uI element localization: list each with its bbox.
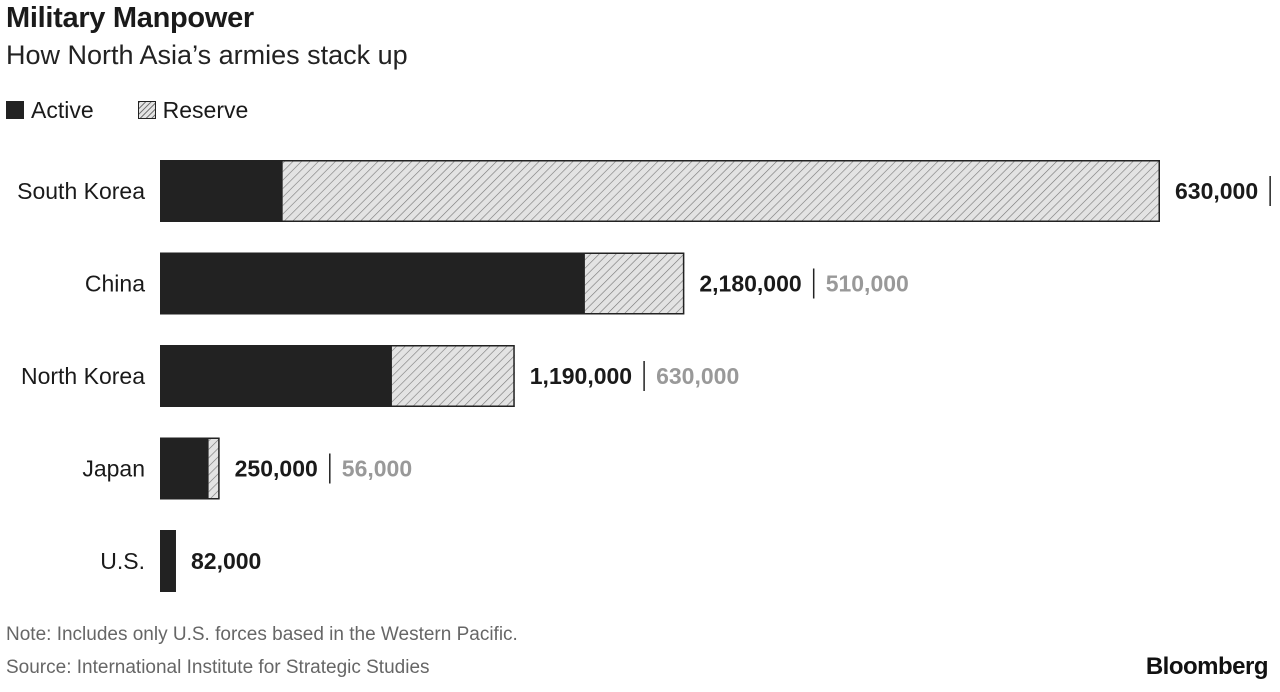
category-label-u-s: U.S. bbox=[100, 548, 145, 574]
category-label-japan: Japan bbox=[82, 456, 145, 482]
category-label-north-korea: North Korea bbox=[21, 363, 145, 389]
chart-subtitle: How North Asia’s armies stack up bbox=[6, 40, 408, 70]
legend-item-active: Active bbox=[6, 97, 94, 124]
bloomberg-logo: Bloomberg bbox=[1145, 653, 1269, 680]
bar-outline-japan bbox=[160, 437, 220, 500]
data-label-active-u-s: 82,000 bbox=[191, 548, 261, 574]
bar-active-u-s bbox=[160, 530, 176, 592]
chart-title: Military Manpower bbox=[6, 2, 254, 34]
bar-outline-china bbox=[160, 252, 685, 315]
bar-active-south-korea bbox=[160, 160, 283, 222]
bar-reserve-china bbox=[584, 252, 685, 315]
bar-reserve-south-korea bbox=[282, 160, 1160, 222]
data-label-reserve-north-korea: 630,000 bbox=[656, 363, 739, 389]
bar-active-china bbox=[160, 252, 585, 315]
bar-active-japan bbox=[160, 437, 209, 500]
chart-source: Source: International Institute for Stra… bbox=[6, 657, 430, 678]
legend-label-reserve: Reserve bbox=[162, 96, 249, 123]
chart-note: Note: Includes only U.S. forces based in… bbox=[6, 624, 518, 645]
data-label-reserve-japan: 56,000 bbox=[342, 456, 412, 482]
category-label-china: China bbox=[85, 271, 145, 297]
bar-outline-north-korea bbox=[160, 345, 515, 407]
data-label-reserve-china: 510,000 bbox=[826, 271, 909, 297]
legend: Active Reserve bbox=[6, 96, 292, 124]
data-label-active-south-korea: 630,000 bbox=[1175, 178, 1258, 204]
category-label-south-korea: South Korea bbox=[17, 178, 145, 204]
legend-swatch-active bbox=[6, 101, 24, 119]
data-label-active-north-korea: 1,190,000 bbox=[530, 363, 632, 389]
data-label-active-japan: 250,000 bbox=[235, 456, 318, 482]
bar-active-north-korea bbox=[160, 345, 392, 407]
legend-label-active: Active bbox=[31, 96, 94, 123]
legend-item-reserve: Reserve bbox=[137, 96, 249, 124]
bar-reserve-japan bbox=[208, 437, 220, 500]
data-label-active-china: 2,180,000 bbox=[699, 271, 801, 297]
bar-outline-south-korea bbox=[160, 160, 1160, 222]
legend-swatch-reserve bbox=[137, 101, 156, 119]
bar-chart: South Korea630,0004,500,000China2,180,00… bbox=[17, 160, 1271, 592]
bar-reserve-north-korea bbox=[391, 345, 515, 407]
